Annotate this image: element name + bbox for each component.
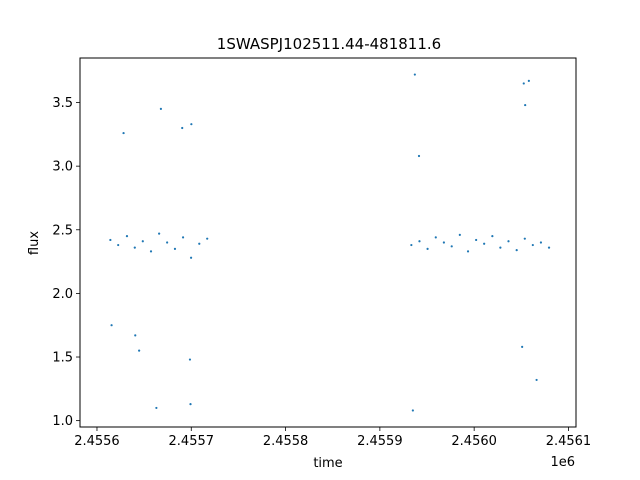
x-axis-label: time (313, 456, 342, 471)
data-point (531, 243, 534, 247)
data-point (450, 245, 453, 248)
data-point (466, 250, 470, 253)
x-tick-label: 2.4561 (546, 434, 592, 449)
data-point (155, 406, 158, 410)
y-tick-label: 2.0 (52, 287, 73, 302)
data-point (138, 349, 141, 352)
data-point (189, 256, 193, 259)
data-point (149, 250, 153, 253)
x-tick-label: 2.4559 (357, 434, 403, 449)
data-point (166, 241, 169, 244)
data-point (133, 246, 136, 249)
data-point (110, 324, 113, 327)
data-point (458, 233, 461, 236)
data-point (523, 237, 526, 240)
data-point (189, 402, 192, 406)
data-point (158, 232, 161, 235)
y-tick-label: 2.5 (52, 223, 73, 238)
data-point (173, 247, 177, 250)
y-tick-label: 1.5 (52, 351, 73, 366)
x-tick-label: 2.4556 (74, 434, 120, 449)
data-point (190, 123, 193, 126)
x-tick-label: 2.4557 (169, 434, 215, 449)
data-point (524, 103, 527, 107)
data-point (418, 240, 421, 243)
x-tick-label: 2.4560 (451, 434, 497, 449)
data-point (410, 243, 413, 247)
data-point (125, 235, 129, 238)
data-point (491, 235, 494, 238)
y-axis-ticks: 1.0 1.5 2.0 2.5 3.0 3.5 (52, 96, 80, 429)
data-point (539, 241, 543, 244)
data-point (434, 236, 437, 239)
data-point (206, 237, 209, 240)
data-point (413, 73, 416, 76)
x-axis-offset-label: 1e6 (550, 455, 575, 470)
data-point (499, 246, 502, 249)
data-point (507, 240, 510, 243)
data-point (411, 409, 414, 412)
data-point (527, 79, 530, 83)
data-point (417, 154, 421, 158)
data-point (122, 131, 125, 135)
y-axis-label: flux (27, 231, 42, 255)
data-point (426, 247, 429, 250)
data-point (442, 241, 445, 244)
data-point (181, 126, 184, 130)
data-point (159, 107, 163, 110)
x-axis-ticks: 2.4556 2.4557 2.4558 2.4559 2.4560 2.4561 (74, 427, 591, 449)
data-point (117, 243, 120, 247)
plot-frame (79, 57, 577, 428)
data-point (188, 358, 192, 361)
data-point (547, 246, 551, 249)
data-point (198, 242, 201, 245)
data-point (522, 82, 525, 85)
y-tick-label: 3.5 (52, 96, 73, 111)
data-point (181, 236, 185, 239)
chart-title: 1SWASPJ102511.44-481811.6 (217, 35, 441, 53)
data-point (521, 345, 524, 348)
y-tick-label: 3.0 (52, 160, 73, 175)
data-point (475, 238, 478, 242)
data-points (109, 73, 551, 412)
data-point (483, 242, 486, 245)
data-point (109, 238, 112, 242)
data-point (515, 249, 518, 252)
data-point (141, 240, 144, 243)
y-tick-label: 1.0 (52, 414, 73, 429)
x-tick-label: 2.4558 (263, 434, 309, 449)
data-point (535, 378, 538, 382)
data-point (134, 334, 137, 337)
